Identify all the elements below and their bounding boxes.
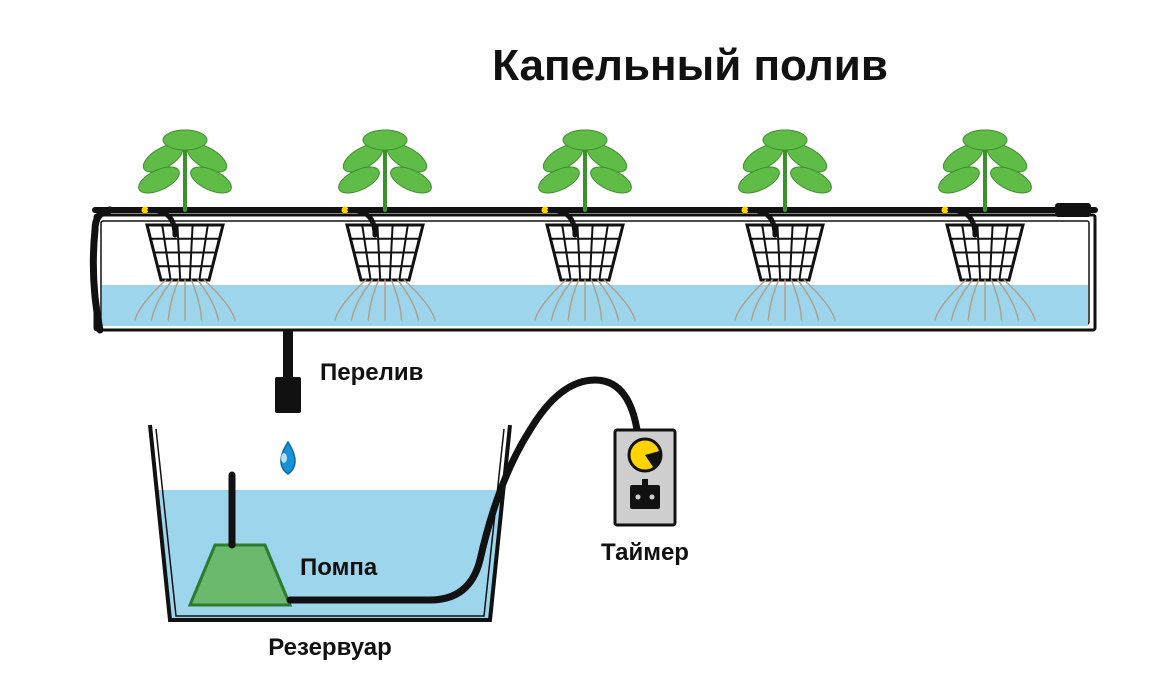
net-pot-grid	[777, 225, 780, 280]
net-pot-grid	[990, 225, 993, 280]
drip-emitter	[742, 207, 749, 214]
net-pot-grid	[377, 225, 380, 280]
net-pot-grid	[390, 225, 393, 280]
net-pot-grid	[177, 225, 180, 280]
timer-socket-icon	[630, 485, 660, 509]
overflow-nozzle	[275, 377, 301, 413]
leaf-icon	[363, 130, 407, 150]
socket-hole	[650, 495, 655, 500]
timer-label: Таймер	[601, 539, 689, 566]
reservoir-label: Резервуар	[268, 634, 392, 661]
leaf-icon	[763, 130, 807, 150]
socket-hole	[636, 495, 641, 500]
net-pot-grid	[577, 225, 580, 280]
drip-emitter	[942, 207, 949, 214]
net-pot-grid	[590, 225, 593, 280]
leaf-icon	[163, 130, 207, 150]
net-pot-grid	[977, 225, 980, 280]
leaf-icon	[963, 130, 1007, 150]
water-drop-highlight	[281, 453, 287, 463]
pump-label: Помпа	[300, 554, 378, 581]
diagram-title: Капельный полив	[492, 41, 888, 90]
drip-emitter	[542, 207, 549, 214]
drip-line-endcap	[1055, 203, 1091, 217]
drip-emitter	[342, 207, 349, 214]
overflow-label: Перелив	[320, 359, 423, 386]
net-pot-grid	[790, 225, 793, 280]
drip-emitter	[142, 207, 149, 214]
net-pot-grid	[190, 225, 193, 280]
leaf-icon	[563, 130, 607, 150]
